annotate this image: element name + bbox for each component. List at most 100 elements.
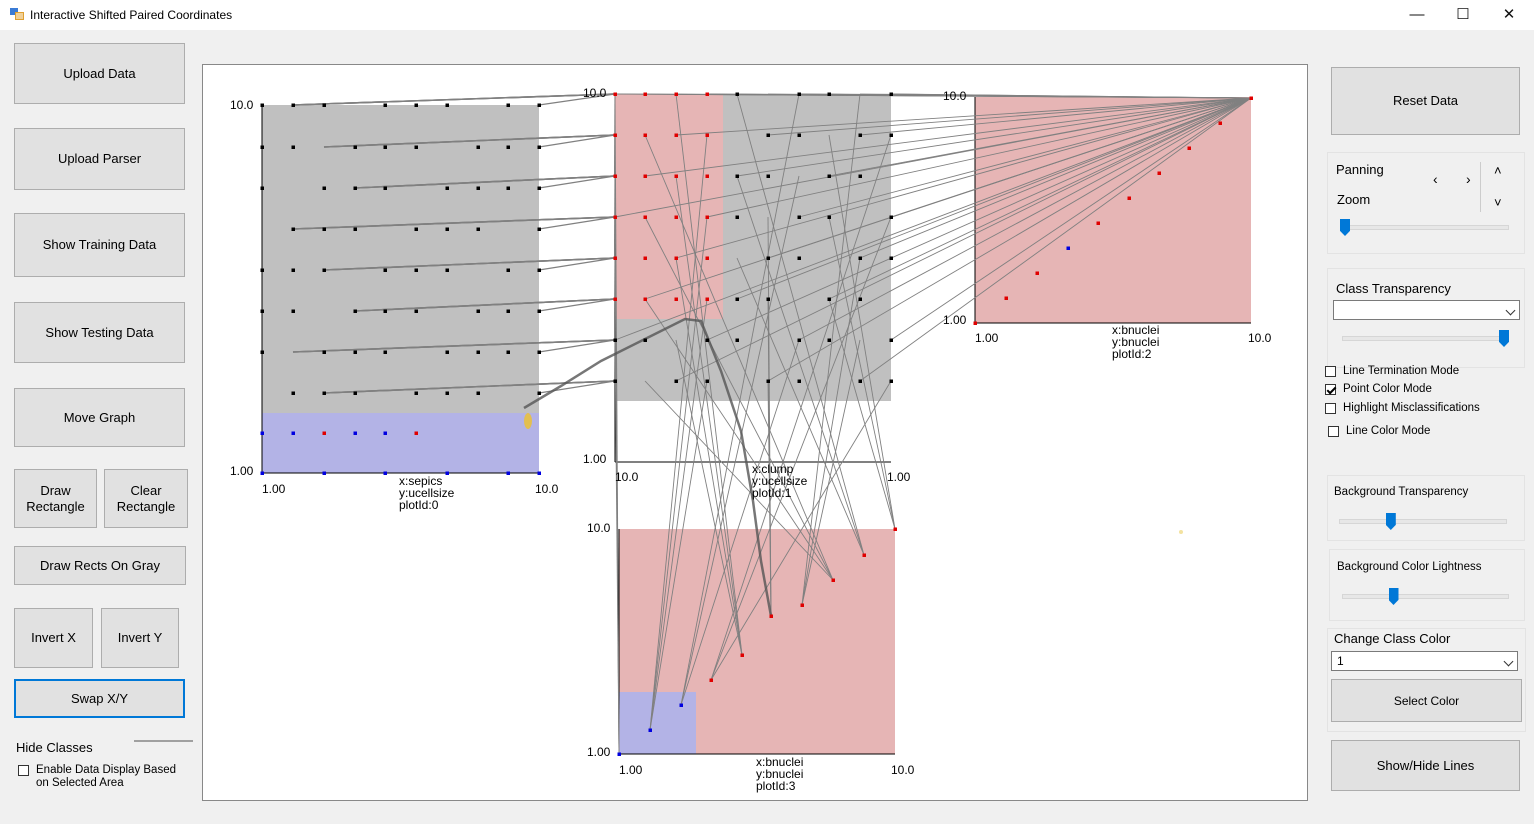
connector-line	[736, 97, 1252, 300]
data-point	[537, 145, 541, 149]
invert-y-button[interactable]: Invert Y	[101, 608, 179, 668]
data-point	[893, 527, 897, 531]
data-point	[476, 309, 480, 313]
zoom-slider-track[interactable]	[1342, 225, 1509, 230]
connector-line	[767, 216, 772, 617]
data-point	[613, 92, 617, 96]
connector-line	[828, 134, 896, 530]
select-color-button[interactable]: Select Color	[1331, 679, 1522, 722]
data-point	[858, 256, 862, 260]
connector-line	[644, 216, 834, 581]
data-point	[506, 145, 510, 149]
plot-canvas[interactable]: 10.0 1.00 1.00 10.0 x:sepics y:ucellsize plotI…	[202, 64, 1308, 801]
shifted-paired-coordinates-plot[interactable]: 10.01.001.00 10.0x:sepicsy:ucellsizeplotI…	[203, 65, 1308, 801]
data-point	[705, 379, 709, 383]
data-point	[1096, 221, 1100, 225]
data-point	[291, 227, 295, 231]
connector-line	[614, 97, 1252, 341]
data-point	[383, 268, 387, 272]
maximize-button[interactable]: ☐	[1456, 6, 1470, 23]
plot1-gray-region	[723, 94, 891, 319]
class-transparency-slider-thumb[interactable]	[1499, 330, 1509, 347]
plot2-x-attr-label: x:bnuclei	[1112, 323, 1159, 337]
connector-line	[767, 97, 1252, 136]
line-color-checkbox[interactable]	[1328, 426, 1339, 437]
connector-line	[736, 97, 1252, 177]
data-point	[705, 256, 709, 260]
data-point	[383, 350, 387, 354]
plot1-y-attr-label: y:ucellsize	[752, 474, 808, 488]
data-point	[476, 350, 480, 354]
title-bar: Interactive Shifted Paired Coordinates —…	[0, 0, 1534, 30]
connector-line	[675, 97, 1252, 382]
pan-up-icon[interactable]: ˄	[1494, 163, 1502, 178]
draw-rects-on-gray-button[interactable]: Draw Rects On Gray	[14, 546, 186, 585]
reset-data-button[interactable]: Reset Data	[1331, 67, 1520, 135]
data-point	[383, 103, 387, 107]
background-lightness-slider-track[interactable]	[1342, 594, 1509, 599]
invert-x-button[interactable]: Invert X	[14, 608, 93, 668]
data-point	[353, 227, 357, 231]
connector-line	[644, 97, 1252, 177]
zoom-slider-thumb[interactable]	[1340, 219, 1350, 236]
pan-left-icon[interactable]: ‹	[1433, 171, 1438, 187]
data-point	[858, 133, 862, 137]
connector-line	[292, 93, 616, 106]
data-point	[1187, 146, 1191, 150]
data-point	[735, 174, 739, 178]
swap-xy-button[interactable]: Swap X/Y	[14, 679, 185, 718]
minimize-button[interactable]: —	[1409, 6, 1425, 23]
background-transparency-slider-thumb[interactable]	[1385, 513, 1396, 530]
enable-display-checkbox[interactable]	[18, 765, 29, 776]
draw-rectangle-button[interactable]: Draw Rectangle	[14, 469, 97, 528]
class-color-select[interactable]: 1	[1331, 651, 1518, 671]
data-point	[383, 186, 387, 190]
data-point	[674, 215, 678, 219]
highlight-misclass-checkbox[interactable]	[1325, 403, 1336, 414]
data-point	[537, 350, 541, 354]
show-training-data-button[interactable]: Show Training Data	[14, 213, 185, 277]
background-lightness-slider-thumb[interactable]	[1388, 588, 1399, 605]
data-point	[797, 92, 801, 96]
data-point	[537, 227, 541, 231]
pan-down-icon[interactable]: ˅	[1494, 195, 1502, 210]
show-hide-lines-button[interactable]: Show/Hide Lines	[1331, 740, 1520, 791]
data-point	[445, 227, 449, 231]
connector-line	[644, 97, 1252, 300]
background-transparency-slider-track[interactable]	[1339, 519, 1507, 524]
close-button[interactable]: ✕	[1502, 6, 1516, 23]
data-point	[322, 431, 326, 435]
connector-line	[890, 93, 1252, 99]
data-point	[322, 471, 326, 475]
data-point	[260, 145, 264, 149]
move-graph-button[interactable]: Move Graph	[14, 388, 185, 447]
connector-line	[323, 134, 616, 148]
data-point	[643, 215, 647, 219]
line-termination-checkbox[interactable]	[1325, 366, 1336, 377]
clear-rectangle-button[interactable]: Clear Rectangle	[104, 469, 188, 528]
connector-line	[828, 216, 896, 530]
background-lightness-label: Background Color Lightness	[1337, 561, 1482, 573]
data-point	[889, 379, 893, 383]
data-point	[445, 350, 449, 354]
data-point	[613, 256, 617, 260]
connector-line	[710, 216, 892, 681]
upload-data-button[interactable]: Upload Data	[14, 43, 185, 104]
point-color-checkbox[interactable]	[1325, 384, 1336, 395]
data-point	[617, 752, 621, 756]
class-transparency-slider-track[interactable]	[1342, 336, 1509, 341]
plot2-id-label: plotId:2	[1112, 347, 1152, 361]
data-point	[613, 297, 617, 301]
data-point	[648, 728, 652, 732]
class-transparency-select[interactable]	[1333, 300, 1520, 320]
connector-line	[706, 97, 1252, 341]
show-testing-data-button[interactable]: Show Testing Data	[14, 302, 185, 363]
data-point	[613, 174, 617, 178]
upload-parser-button[interactable]: Upload Parser	[14, 128, 185, 190]
connector-line	[675, 97, 1252, 136]
data-point	[766, 297, 770, 301]
pan-right-icon[interactable]: ›	[1466, 171, 1471, 187]
window-title: Interactive Shifted Paired Coordinates	[30, 8, 233, 22]
data-point	[827, 92, 831, 96]
data-point	[506, 309, 510, 313]
